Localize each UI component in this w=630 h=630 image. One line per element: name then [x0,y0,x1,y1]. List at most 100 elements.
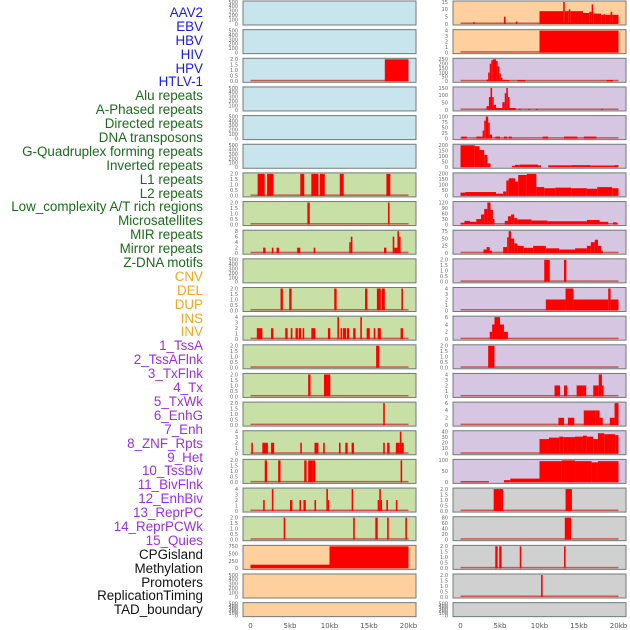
data-bar [381,288,385,311]
y-tick-label: 100 [438,183,448,189]
data-bar [377,328,381,340]
y-tick-label: 100 [438,611,448,617]
y-tick-label: 100 [228,275,238,281]
data-bar [395,500,398,512]
legend-label: Directed repeats [104,116,203,132]
data-bar [571,165,591,168]
data-bar [326,489,328,512]
data-bar [295,328,298,340]
y-tick-label: 0 [235,108,238,114]
legend-label: DNA transposons [98,130,203,146]
panel-background [452,86,627,112]
panel: 0.00.51.01.52.0 [440,544,627,572]
data-bar [337,317,339,340]
panel: 02 46 [445,401,627,429]
y-tick-label: 250 [438,57,448,63]
data-bar [594,239,598,254]
data-bar [542,136,549,139]
y-tick-label: 1 [445,303,448,309]
y-tick-label: 0 [445,613,448,619]
data-bar [339,173,344,196]
data-bar [536,187,545,196]
data-bar [500,77,503,82]
data-bar [523,247,534,254]
legend-label: 14_ReprPCWk [113,518,203,534]
y-tick-label: 50 [442,100,448,106]
data-bar [365,288,368,311]
y-tick-label: 4 [445,322,448,328]
data-bar [489,331,493,340]
y-tick-label: 40 [442,430,448,436]
data-bar [487,163,491,168]
data-bar [593,439,598,454]
y-tick-label: 3 [445,378,448,384]
panel: 0 50 100 [438,458,627,486]
data-bar [598,374,602,397]
data-bar [386,173,391,196]
y-tick-label: 0 [235,452,238,458]
y-tick-label: 50 [442,188,448,194]
y-tick-label: 0.0 [230,480,238,486]
legend-label: 3_TxFlnk [147,366,203,382]
x-tick-label: 20kb [400,622,418,630]
data-bar [373,328,376,340]
data-bar [503,331,508,340]
panel-background [242,115,417,141]
y-tick-label: 0.5 [230,360,238,366]
data-bar [494,317,500,340]
data-bar [340,328,343,340]
legend-label: HPV [175,60,203,76]
y-tick-label: 150 [438,66,448,72]
legend-label: 13_ReprPC [133,505,203,521]
y-tick-label: 0.5 [440,561,448,567]
legend-label: L1 repeats [139,171,203,187]
data-bar [492,97,494,110]
data-bar [519,546,522,569]
y-tick-label: 2 [235,498,238,504]
data-bar [586,245,591,254]
data-bar [515,181,519,196]
data-bar [519,164,538,168]
data-bar [539,30,619,53]
y-tick-label: 1.0 [230,183,238,189]
data-bar [256,328,263,340]
y-tick-label: 1 [445,389,448,395]
y-tick-label: 2.0 [230,344,238,350]
data-bar [488,122,490,139]
data-bar [515,164,520,168]
y-tick-label: 0.5 [230,532,238,538]
y-tick-label: 2.0 [230,372,238,378]
data-bar [571,188,587,196]
legend-label: Methylation [134,560,203,576]
data-bar [300,442,302,454]
y-tick-label: 1.5 [440,263,448,269]
data-bar [271,489,274,512]
legend-label: 9_Het [167,449,203,465]
y-tick-label: 0.0 [230,366,238,372]
data-bar [518,175,527,196]
baseline-mark [460,309,619,311]
data-bar [493,489,504,512]
data-bar [384,247,387,254]
data-bar [570,11,583,24]
data-bar [586,436,594,454]
y-tick-label: 500 [228,0,238,6]
data-bar [469,221,477,225]
y-tick-label: 0.0 [440,509,448,515]
y-tick-label: 100 [438,114,448,120]
baseline-mark [250,309,409,311]
data-bar [338,442,341,454]
data-bar [387,517,389,540]
y-tick-label: 0.5 [230,475,238,481]
data-bar [267,173,274,196]
y-tick-label: 1.0 [230,383,238,389]
y-tick-label: 120 [438,200,448,206]
data-bar [506,87,508,110]
data-bar [599,221,609,225]
